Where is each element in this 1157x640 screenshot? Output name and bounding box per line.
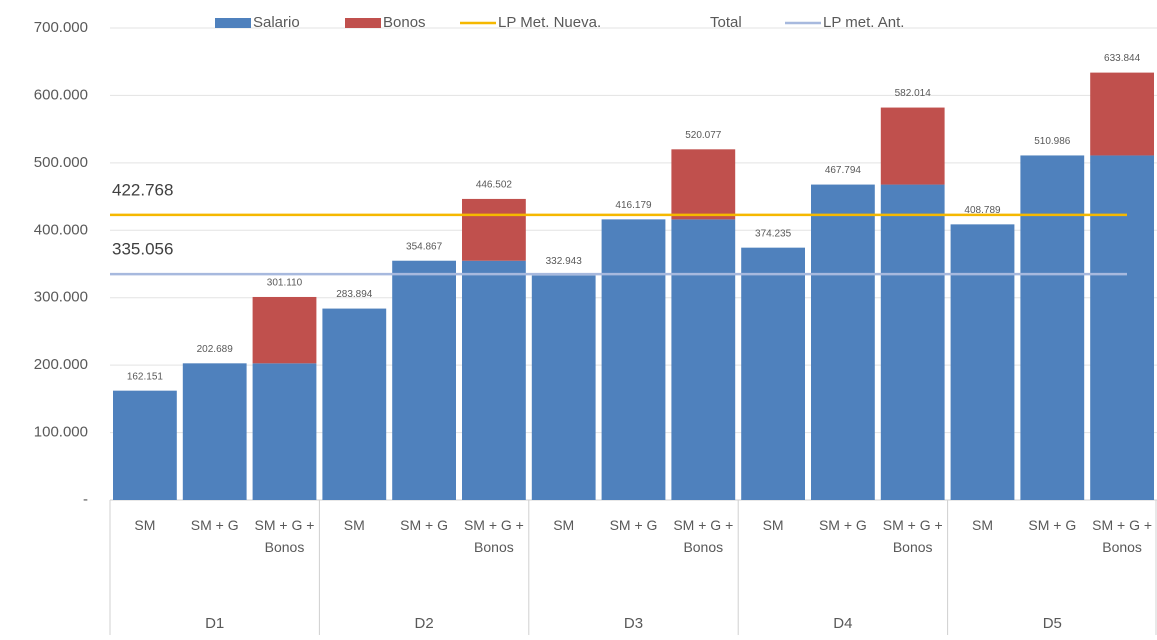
y-tick-label: 100.000 xyxy=(34,424,88,441)
data-label: 374.235 xyxy=(755,228,792,239)
group-label: D2 xyxy=(415,615,434,632)
data-label: 332.943 xyxy=(546,256,583,267)
data-label: 408.789 xyxy=(964,205,1001,216)
y-tick-label: 500.000 xyxy=(34,154,88,171)
bar-segment xyxy=(1090,155,1154,500)
x-tick-label-box: SM + G + Bonos xyxy=(882,517,943,555)
x-tick-label: SM xyxy=(343,517,365,533)
bar-segment xyxy=(113,390,177,500)
bar-segment xyxy=(392,260,456,500)
group-label: D3 xyxy=(624,615,643,632)
bar-segment xyxy=(182,363,247,500)
y-tick-label: 200.000 xyxy=(34,356,88,373)
x-tick-label-box: SM xyxy=(971,517,993,533)
legend-label: Bonos xyxy=(383,14,426,31)
x-tick-label-box: SM + G xyxy=(1028,517,1077,533)
bar-segment xyxy=(601,219,666,500)
x-tick-label: SM + G xyxy=(1028,517,1077,533)
bar-segment xyxy=(322,308,387,500)
x-tick-label-box: SM + G + Bonos xyxy=(673,517,734,555)
data-label: 202.689 xyxy=(197,344,234,355)
group-label: D5 xyxy=(1043,615,1062,632)
x-tick-label: SM xyxy=(553,517,575,533)
data-label: 520.077 xyxy=(685,130,722,141)
x-tick-label: SM xyxy=(134,517,156,533)
bar-segment xyxy=(1090,72,1154,156)
data-label: 283.894 xyxy=(336,289,373,300)
data-label: 354.867 xyxy=(406,241,443,252)
y-tick-label: - xyxy=(83,491,88,508)
x-tick-label: SM + G + Bonos xyxy=(1092,517,1153,555)
bar-segment xyxy=(811,184,875,500)
y-tick-label: 700.000 xyxy=(34,19,88,36)
x-tick-label: SM + G + Bonos xyxy=(254,517,315,555)
data-label: 301.110 xyxy=(267,278,303,289)
y-tick-label: 400.000 xyxy=(34,221,88,238)
legend-label: Salario xyxy=(253,14,300,31)
x-tick-label-box: SM + G xyxy=(190,517,239,533)
x-tick-label-box: SM xyxy=(134,517,156,533)
bar-segment xyxy=(880,184,945,500)
bar-segment xyxy=(671,149,736,220)
reference-label: 422.768 xyxy=(112,180,173,199)
bar-segment xyxy=(950,224,1015,500)
x-tick-label: SM xyxy=(971,517,993,533)
x-tick-label-box: SM + G xyxy=(400,517,449,533)
bar-segment xyxy=(1020,155,1085,500)
data-label: 416.179 xyxy=(615,200,652,211)
bar-segment xyxy=(252,363,317,500)
x-tick-label-box: SM xyxy=(553,517,575,533)
bar-segment xyxy=(671,219,736,500)
bar-segment xyxy=(462,198,526,261)
x-tick-label: SM xyxy=(762,517,784,533)
x-tick-label: SM + G xyxy=(190,517,239,533)
x-tick-label: SM + G + Bonos xyxy=(463,517,524,555)
x-tick-label: SM + G xyxy=(609,517,658,533)
data-label: 510.986 xyxy=(1034,136,1071,147)
bar-segment xyxy=(252,296,317,364)
x-tick-label-box: SM xyxy=(343,517,365,533)
bar-segment xyxy=(880,107,945,185)
x-tick-label: SM + G xyxy=(400,517,449,533)
legend-label: Total xyxy=(710,14,742,31)
legend-swatch xyxy=(215,18,251,28)
bar-segment xyxy=(462,260,526,500)
x-tick-label: SM + G + Bonos xyxy=(673,517,734,555)
data-label: 467.794 xyxy=(825,165,862,176)
group-label: D4 xyxy=(833,615,852,632)
data-label: 162.151 xyxy=(127,371,164,382)
data-label: 633.844 xyxy=(1104,53,1141,64)
x-tick-label: SM + G xyxy=(818,517,867,533)
reference-label: 335.056 xyxy=(112,240,173,259)
data-label: 446.502 xyxy=(476,180,513,191)
x-tick-label-box: SM + G + Bonos xyxy=(463,517,524,555)
y-tick-label: 600.000 xyxy=(34,86,88,103)
bar-segment xyxy=(741,247,805,500)
x-tick-label-box: SM + G xyxy=(609,517,658,533)
x-tick-label: SM + G + Bonos xyxy=(882,517,943,555)
data-label: 582.014 xyxy=(895,88,932,99)
group-label: D1 xyxy=(205,615,224,632)
x-tick-label-box: SM + G + Bonos xyxy=(1092,517,1153,555)
x-tick-label-box: SM + G + Bonos xyxy=(254,517,315,555)
bar-segment xyxy=(531,275,596,500)
x-tick-label-box: SM + G xyxy=(818,517,867,533)
y-tick-label: 300.000 xyxy=(34,289,88,306)
x-tick-label-box: SM xyxy=(762,517,784,533)
legend-label: LP met. Ant. xyxy=(823,14,904,31)
legend-label: LP Met. Nueva. xyxy=(498,14,601,31)
legend-swatch xyxy=(345,18,381,28)
